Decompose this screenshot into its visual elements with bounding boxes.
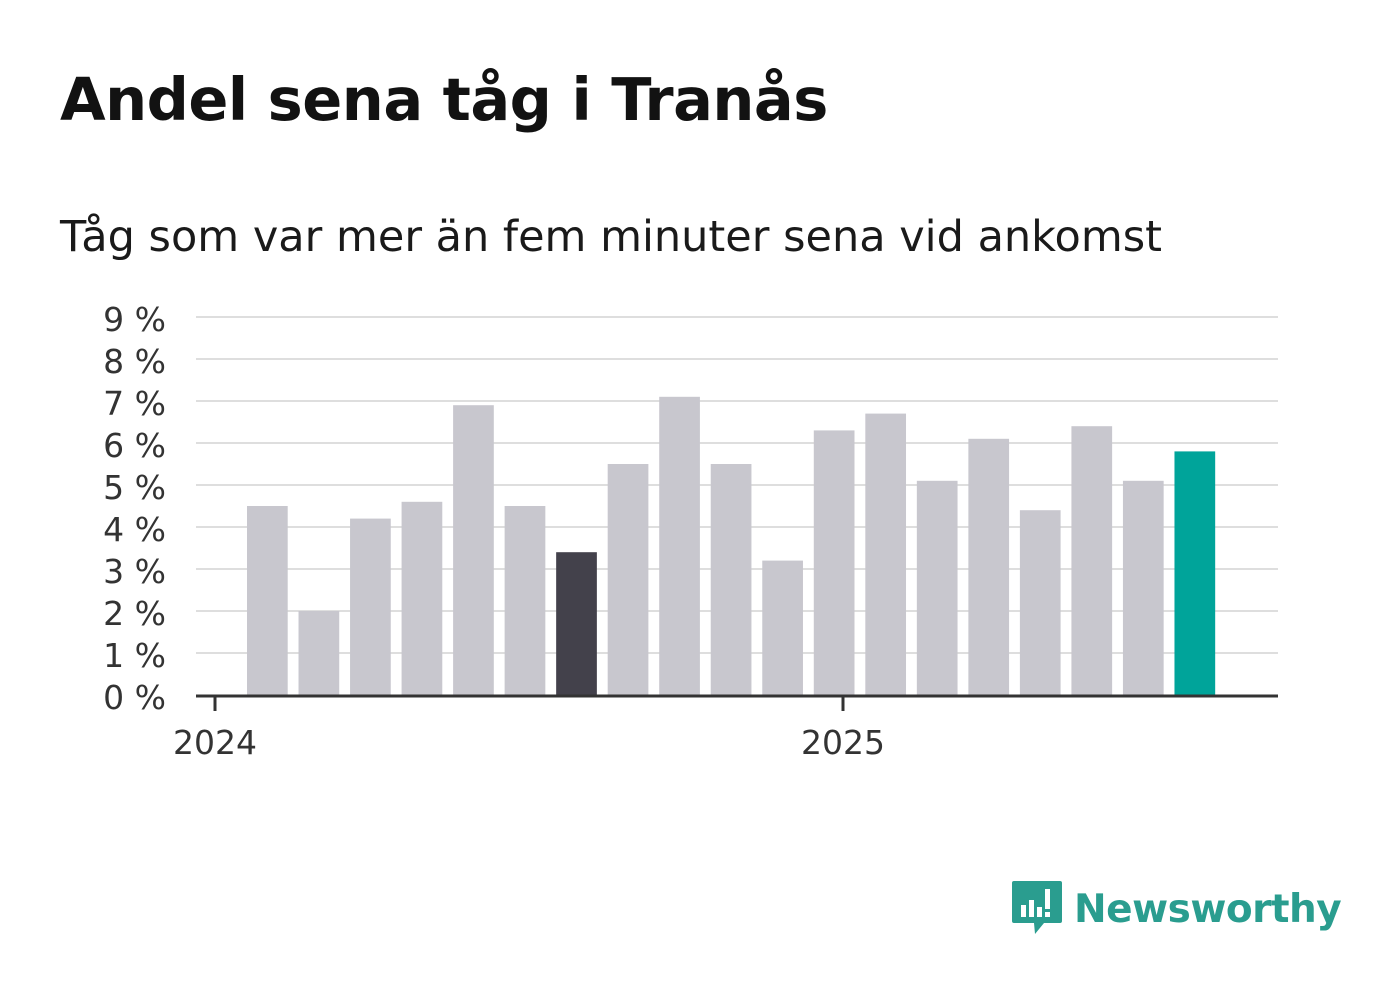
y-tick-label: 6 % — [103, 426, 166, 465]
bar — [1071, 426, 1113, 695]
bar — [607, 464, 649, 695]
bar-chart-speech-bubble-icon — [1012, 881, 1062, 934]
y-tick-label: 4 % — [103, 510, 166, 549]
bar — [298, 611, 340, 695]
bar — [247, 506, 288, 695]
y-tick-label: 7 % — [103, 384, 166, 423]
bar — [1019, 510, 1061, 695]
bar — [453, 405, 494, 695]
bar — [968, 438, 1010, 695]
bar — [659, 396, 700, 695]
x-tick-label: 2024 — [173, 723, 257, 762]
newsworthy-logo: Newsworthy — [1010, 878, 1342, 940]
bar — [1122, 480, 1164, 695]
y-tick-label: 1 % — [103, 636, 166, 675]
x-axis-ticks: 2024 2025 — [173, 695, 885, 762]
y-tick-label: 0 % — [103, 678, 166, 717]
chart-title: Andel sena tåg i Tranås — [60, 65, 828, 134]
y-tick-label: 3 % — [103, 552, 166, 591]
bar — [350, 518, 391, 695]
y-tick-label: 9 % — [103, 300, 166, 339]
bar — [1174, 451, 1216, 695]
bar — [865, 413, 907, 695]
logo-text: Newsworthy — [1074, 886, 1342, 932]
y-tick-label: 8 % — [103, 342, 166, 381]
bar — [916, 480, 958, 695]
bar — [556, 552, 597, 695]
bar — [504, 506, 546, 695]
y-tick-label: 5 % — [103, 468, 166, 507]
chart-subtitle: Tåg som var mer än fem minuter sena vid … — [60, 212, 1163, 262]
bar — [813, 430, 855, 695]
bar — [762, 560, 803, 695]
bar — [710, 464, 752, 695]
y-axis-tick-labels: 0 %1 %2 %3 %4 %5 %6 %7 %8 %9 % — [103, 300, 166, 717]
y-tick-label: 2 % — [103, 594, 166, 633]
bars — [247, 396, 1216, 695]
bar — [401, 501, 443, 695]
x-tick-label: 2025 — [801, 723, 885, 762]
